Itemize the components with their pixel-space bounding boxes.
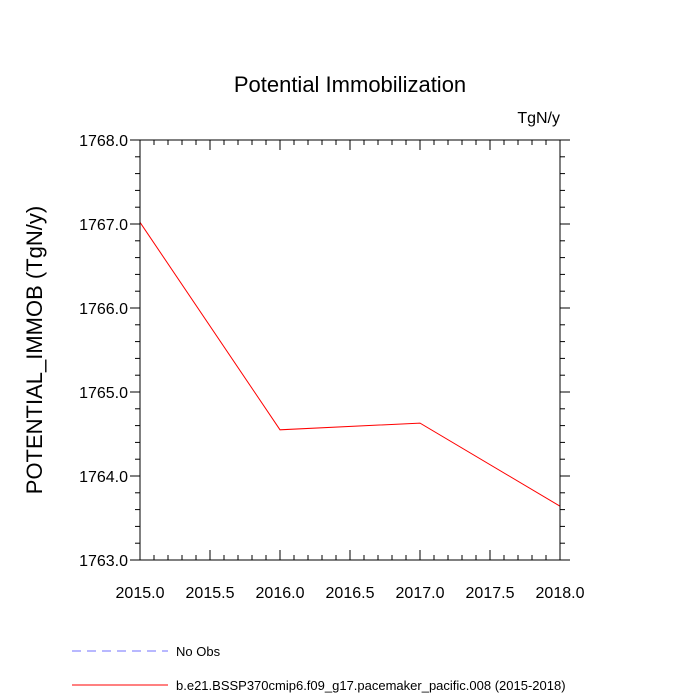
- units-label: TgN/y: [517, 110, 560, 127]
- x-tick-label: 2017.5: [466, 585, 515, 602]
- legend-label: b.e21.BSSP370cmip6.f09_g17.pacemaker_pac…: [176, 678, 566, 693]
- x-tick-label: 2017.0: [396, 585, 445, 602]
- y-tick-label: 1763.0: [79, 553, 128, 570]
- y-tick-label: 1766.0: [79, 301, 128, 318]
- y-axis-label: POTENTIAL_IMMOB (TgN/y): [22, 206, 47, 494]
- series-line: [139, 222, 561, 507]
- y-tick-label: 1764.0: [79, 469, 128, 486]
- axis-ticks: 2015.0 2015.5 2016.0 2016.5 2017.0 2017.5 2018…: [79, 133, 585, 602]
- y-tick-label: 1765.0: [79, 385, 128, 402]
- y-tick-label: 1768.0: [79, 133, 128, 150]
- x-tick-label: 2016.5: [326, 585, 375, 602]
- legend-label: No Obs: [176, 644, 221, 659]
- x-tick-label: 2018.0: [536, 585, 585, 602]
- x-tick-label: 2015.5: [186, 585, 235, 602]
- legend: No Obs b.e21.BSSP370cmip6.f09_g17.pacemak…: [72, 644, 566, 693]
- x-tick-label: 2015.0: [116, 585, 165, 602]
- x-tick-label: 2016.0: [256, 585, 305, 602]
- series-layer: [139, 222, 561, 507]
- y-tick-label: 1767.0: [79, 217, 128, 234]
- chart-title: Potential Immobilization: [234, 72, 466, 97]
- plot-frame: [139, 139, 561, 561]
